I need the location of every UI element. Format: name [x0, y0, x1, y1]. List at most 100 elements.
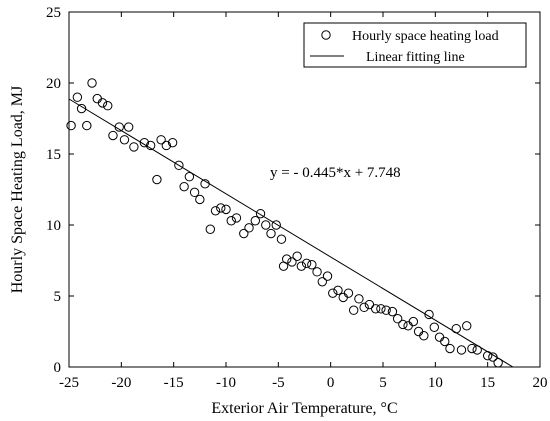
- legend-marker-circle: [321, 30, 331, 40]
- x-tick-label: 5: [379, 375, 387, 391]
- data-point: [354, 294, 364, 304]
- data-point: [179, 181, 189, 192]
- data-point: [205, 224, 216, 234]
- data-point: [103, 101, 113, 111]
- data-point: [189, 187, 200, 198]
- data-point: [333, 285, 343, 296]
- data-point: [364, 299, 375, 310]
- y-tick-label: 5: [54, 289, 62, 305]
- data-point: [108, 130, 118, 141]
- data-point: [216, 203, 226, 213]
- data-point: [462, 321, 472, 331]
- x-tick-label: -15: [164, 375, 184, 391]
- data-point: [317, 277, 327, 287]
- y-tick-label: 10: [46, 218, 61, 234]
- data-point: [296, 261, 307, 271]
- data-point: [434, 332, 445, 342]
- data-point: [123, 122, 134, 132]
- data-point: [82, 120, 92, 131]
- data-point: [392, 314, 403, 324]
- data-point: [403, 321, 413, 331]
- data-point: [266, 228, 276, 239]
- data-point: [348, 305, 359, 315]
- y-tick-label: 25: [46, 5, 61, 21]
- data-point: [408, 316, 419, 327]
- data-point: [338, 292, 348, 303]
- data-point: [226, 216, 236, 226]
- data-point: [66, 120, 76, 131]
- data-point: [413, 326, 424, 337]
- data-point: [97, 98, 108, 108]
- data-point: [301, 258, 312, 269]
- data-point: [72, 92, 83, 102]
- x-tick-label: -25: [59, 375, 79, 391]
- data-point: [174, 160, 184, 171]
- data-point: [424, 309, 434, 320]
- data-point: [152, 174, 162, 185]
- data-point: [312, 267, 322, 277]
- data-point: [271, 220, 281, 230]
- data-point: [322, 271, 333, 281]
- data-point: [419, 331, 429, 341]
- data-point: [239, 228, 249, 239]
- data-point: [250, 216, 261, 226]
- data-point: [139, 137, 150, 148]
- data-point: [445, 343, 455, 354]
- data-point: [276, 234, 287, 244]
- data-point: [287, 257, 297, 267]
- data-point: [221, 204, 231, 215]
- y-tick-label: 0: [54, 360, 62, 376]
- data-point: [387, 306, 398, 317]
- data-point: [467, 343, 477, 354]
- data-point: [92, 93, 102, 104]
- legend-label-scatter: Hourly space heating load: [352, 29, 499, 44]
- data-point: [328, 288, 338, 298]
- data-point: [398, 319, 408, 330]
- x-tick-label: -5: [272, 375, 285, 391]
- data-point: [307, 260, 317, 270]
- x-tick-label: 15: [480, 375, 495, 391]
- fit-line-layer: [68, 98, 514, 368]
- data-point: [195, 194, 205, 205]
- x-tick-label: -20: [111, 375, 131, 391]
- plot-frame: [68, 11, 541, 368]
- data-point: [167, 137, 178, 148]
- data-point: [282, 254, 292, 264]
- y-tick-label: 15: [46, 147, 61, 163]
- data-point: [156, 135, 166, 145]
- data-point: [244, 223, 254, 233]
- data-point: [292, 251, 302, 261]
- regression-equation: y = - 0.445*x + 7.748: [270, 165, 401, 181]
- data-point: [231, 213, 242, 223]
- data-point: [440, 336, 450, 347]
- x-tick-label: 10: [428, 375, 443, 391]
- y-axis-ticks: 0 5 10 15 20 25: [46, 5, 540, 376]
- x-tick-label: -10: [216, 375, 236, 391]
- x-axis-ticks: -25 -20 -15 -10 -5 0 5 10 15 20: [59, 12, 548, 391]
- data-point: [370, 304, 381, 314]
- data-point: [359, 302, 369, 313]
- data-point: [129, 142, 139, 152]
- data-point: [255, 208, 266, 219]
- data-point: [184, 172, 195, 182]
- data-point: [261, 220, 271, 230]
- data-point: [456, 345, 467, 355]
- legend: Hourly space heating load Linear fitting…: [303, 22, 527, 68]
- legend-label-fit: Linear fitting line: [366, 50, 465, 65]
- x-tick-label: 0: [327, 375, 335, 391]
- x-axis-title: Exterior Air Temperature, °C: [211, 400, 397, 417]
- data-point: [376, 304, 386, 314]
- x-tick-label: 20: [533, 375, 548, 391]
- y-tick-label: 20: [46, 76, 61, 92]
- data-point: [482, 350, 493, 361]
- legend-box: [303, 22, 527, 68]
- data-point: [210, 206, 221, 216]
- data-point: [343, 288, 354, 298]
- data-point: [381, 305, 391, 315]
- data-point: [87, 78, 97, 88]
- data-point: [429, 322, 439, 332]
- data-point: [119, 135, 130, 145]
- y-axis-title: Hourly Space Heating Load, MJ: [9, 86, 26, 294]
- data-points-layer: [66, 78, 503, 368]
